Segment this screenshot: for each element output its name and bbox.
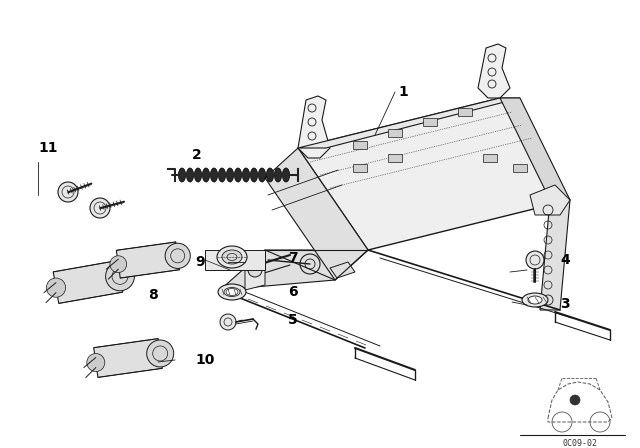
Polygon shape	[353, 164, 367, 172]
Text: 4: 4	[560, 253, 570, 267]
Ellipse shape	[211, 168, 218, 182]
Text: 9: 9	[195, 255, 205, 269]
Ellipse shape	[179, 168, 186, 182]
Circle shape	[110, 256, 127, 272]
Polygon shape	[265, 148, 368, 280]
Ellipse shape	[259, 168, 266, 182]
Ellipse shape	[217, 246, 247, 268]
Polygon shape	[220, 250, 368, 290]
Circle shape	[220, 314, 236, 330]
Circle shape	[58, 182, 78, 202]
Ellipse shape	[528, 296, 542, 304]
Ellipse shape	[522, 293, 548, 307]
Polygon shape	[298, 98, 570, 250]
Text: 8: 8	[148, 288, 157, 302]
Ellipse shape	[227, 168, 234, 182]
Ellipse shape	[218, 168, 226, 182]
Text: 7: 7	[288, 251, 298, 265]
Polygon shape	[298, 96, 330, 158]
Polygon shape	[500, 98, 570, 200]
Polygon shape	[53, 261, 123, 303]
Ellipse shape	[224, 288, 240, 297]
Text: 2: 2	[192, 148, 202, 162]
Polygon shape	[513, 164, 527, 172]
Text: 10: 10	[195, 353, 214, 367]
Polygon shape	[205, 250, 265, 270]
Polygon shape	[530, 185, 570, 215]
Polygon shape	[458, 108, 472, 116]
Text: 3: 3	[560, 297, 570, 311]
Polygon shape	[388, 129, 402, 137]
Text: 0C09-02: 0C09-02	[563, 439, 598, 448]
Polygon shape	[423, 118, 437, 126]
Text: 11: 11	[38, 141, 58, 155]
Ellipse shape	[218, 284, 246, 300]
Circle shape	[106, 262, 134, 291]
Text: 5: 5	[288, 313, 298, 327]
Text: 1: 1	[398, 85, 408, 99]
Circle shape	[90, 198, 110, 218]
Ellipse shape	[266, 168, 274, 182]
Circle shape	[570, 395, 580, 405]
Polygon shape	[540, 200, 570, 310]
Polygon shape	[483, 154, 497, 162]
Polygon shape	[388, 154, 402, 162]
Polygon shape	[478, 44, 510, 98]
Ellipse shape	[275, 168, 282, 182]
Circle shape	[165, 243, 190, 268]
Ellipse shape	[202, 168, 210, 182]
Polygon shape	[330, 262, 355, 278]
Polygon shape	[93, 339, 163, 377]
Ellipse shape	[243, 168, 250, 182]
Circle shape	[248, 263, 262, 277]
Circle shape	[87, 353, 105, 371]
Polygon shape	[116, 242, 180, 278]
Circle shape	[147, 340, 173, 367]
Ellipse shape	[222, 250, 242, 264]
Polygon shape	[353, 141, 367, 149]
Ellipse shape	[186, 168, 194, 182]
Ellipse shape	[195, 168, 202, 182]
Text: 6: 6	[288, 285, 298, 299]
Polygon shape	[245, 255, 265, 290]
Circle shape	[46, 278, 65, 297]
Ellipse shape	[234, 168, 242, 182]
Ellipse shape	[282, 168, 290, 182]
Polygon shape	[298, 98, 520, 148]
Circle shape	[526, 251, 544, 269]
Ellipse shape	[250, 168, 258, 182]
